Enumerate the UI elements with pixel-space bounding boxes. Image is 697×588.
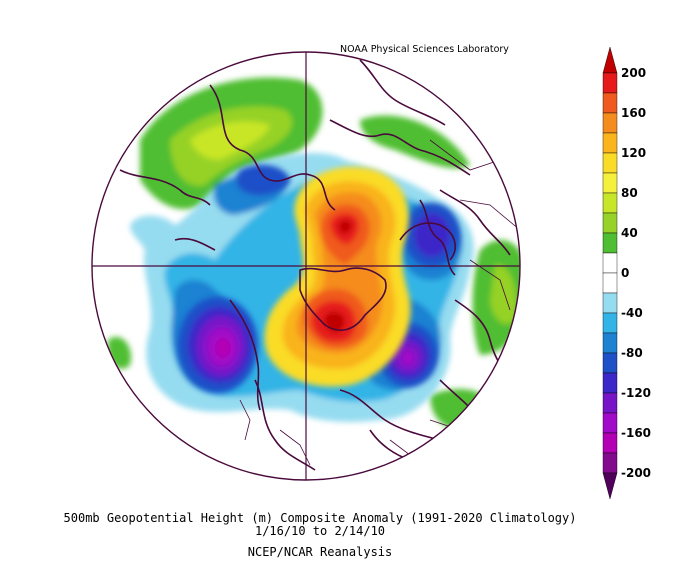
colorbar-swatch: [602, 392, 618, 414]
colorbar-swatch: [602, 272, 618, 294]
colorbar-swatch: [602, 132, 618, 154]
colorbar-swatch: [602, 332, 618, 354]
colorbar-swatch: [602, 192, 618, 214]
caption-title: 500mb Geopotential Height (m) Composite …: [63, 511, 577, 525]
positive-anomaly-greenland-arctic-ridge: [264, 166, 411, 387]
colorbar-tick-label: -80: [621, 346, 643, 360]
colorbar-tick-label: -40: [621, 306, 643, 320]
colorbar-swatch: [602, 46, 618, 74]
positive-anomaly-asia: [472, 240, 520, 355]
colorbar-swatch: [602, 212, 618, 234]
colorbar-swatch: [602, 232, 618, 254]
map-boundary: [91, 51, 521, 481]
colorbar-tick-label: -120: [621, 386, 652, 400]
caption-dates: 1/16/10 to 2/14/10: [254, 524, 386, 538]
colorbar-swatch: [602, 472, 618, 500]
colorbar: [602, 46, 618, 500]
colorbar-swatch: [602, 92, 618, 114]
caption-source: NCEP/NCAR Reanalysis: [247, 545, 393, 559]
colorbar-swatch: [602, 172, 618, 194]
colorbar-tick-label: 120: [621, 146, 647, 160]
colorbar-swatch: [602, 312, 618, 334]
colorbar-tick-label: -200: [621, 466, 652, 480]
colorbar-swatch: [602, 72, 618, 94]
colorbar-tick-label: -160: [621, 426, 652, 440]
colorbar-swatch: [602, 452, 618, 474]
positive-anomaly-east-asia: [360, 115, 470, 169]
colorbar-tick-label: 160: [621, 106, 647, 120]
colorbar-swatch: [602, 292, 618, 314]
colorbar-tick-label: 0: [621, 266, 630, 280]
negative-anomaly-bering: [236, 164, 290, 195]
colorbar-swatch: [602, 372, 618, 394]
colorbar-tick-label: 200: [621, 66, 647, 80]
map-disk: [92, 52, 520, 480]
colorbar-swatch: [602, 352, 618, 374]
negative-anomaly-north-pacific-core: [178, 297, 258, 393]
colorbar-tick-label: 40: [621, 226, 638, 240]
colorbar-tick-label: 80: [621, 186, 638, 200]
colorbar-swatch: [602, 412, 618, 434]
credit-label: NOAA Physical Sciences Laboratory: [340, 44, 509, 55]
colorbar-swatch: [602, 252, 618, 274]
colorbar-swatch: [602, 152, 618, 174]
colorbar-swatch: [602, 112, 618, 134]
colorbar-swatch: [602, 432, 618, 454]
